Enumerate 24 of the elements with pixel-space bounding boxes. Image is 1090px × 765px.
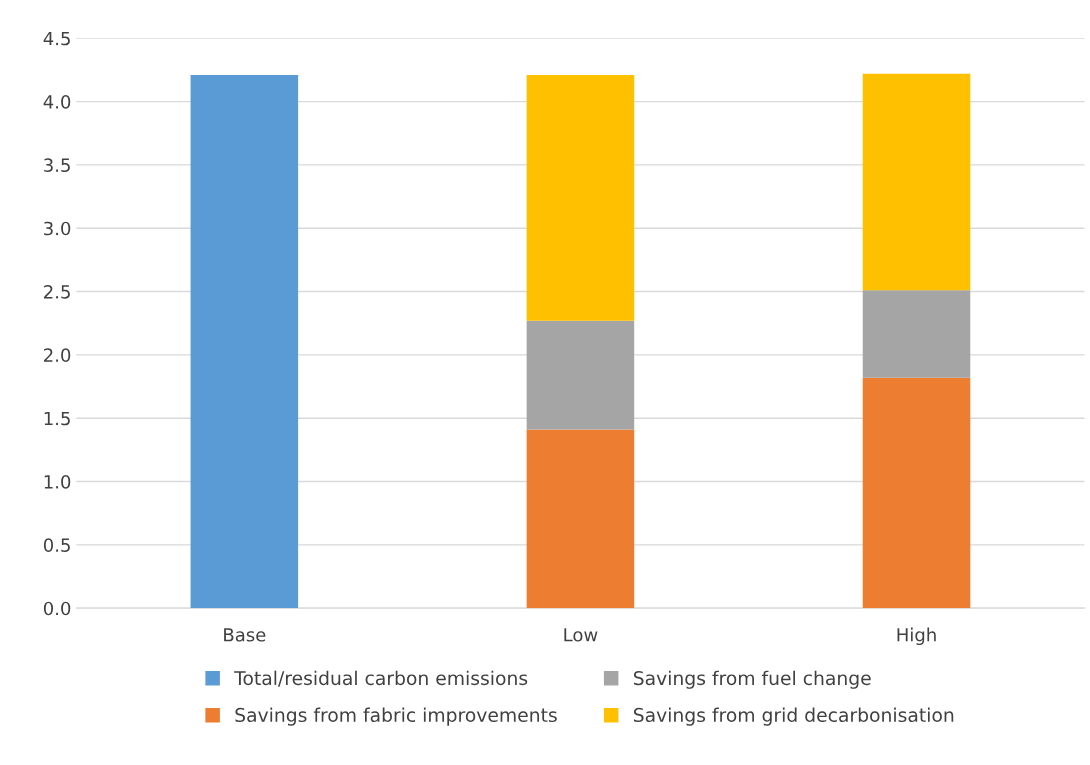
bar xyxy=(190,74,299,609)
bar xyxy=(862,290,971,378)
legend-label: Savings from fabric improvements xyxy=(235,707,557,726)
y-tick-label: 3.5 xyxy=(44,158,70,173)
bar xyxy=(862,73,971,291)
bar xyxy=(526,429,635,609)
y-tick-label: 3.0 xyxy=(44,221,71,236)
y-tick-label: 1.0 xyxy=(44,474,71,489)
legend-label: Savings from grid decarbonisation xyxy=(633,707,954,726)
x-tick-label: Base xyxy=(224,628,266,642)
legend-label: Savings from fuel change xyxy=(633,670,871,689)
legend-label: Total/residual carbon emissions xyxy=(234,670,528,687)
y-tick-label: 1.5 xyxy=(44,411,70,426)
y-tick-label: 0.5 xyxy=(43,538,70,552)
y-tick-label: 4.0 xyxy=(43,95,71,109)
y-tick-label: 2.5 xyxy=(44,285,70,299)
bar xyxy=(526,320,635,430)
y-tick-label: 4.5 xyxy=(43,31,70,46)
bar xyxy=(862,377,971,609)
y-tick-label: 0.0 xyxy=(43,601,71,616)
x-tick-label: Low xyxy=(564,628,598,642)
bar xyxy=(526,74,635,321)
x-tick-label: High xyxy=(897,627,936,646)
y-tick-label: 2.0 xyxy=(44,348,71,362)
